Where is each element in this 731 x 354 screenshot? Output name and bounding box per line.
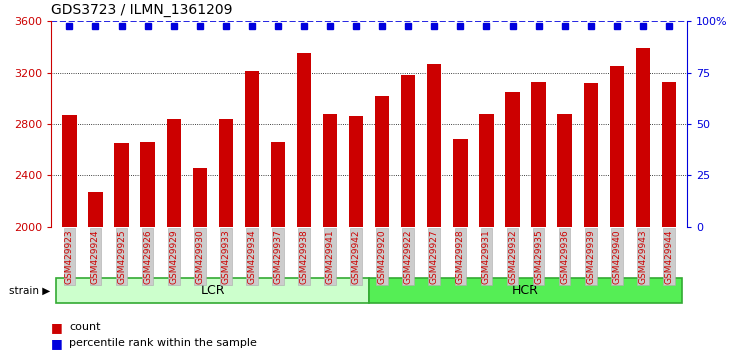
Text: strain ▶: strain ▶ <box>10 285 50 295</box>
Bar <box>369 278 682 303</box>
Bar <box>610 66 624 354</box>
Text: GSM429923: GSM429923 <box>65 229 74 284</box>
Text: GSM429929: GSM429929 <box>169 229 178 284</box>
Bar <box>297 53 311 354</box>
Text: GSM429937: GSM429937 <box>273 229 282 284</box>
Bar <box>219 119 233 354</box>
Text: GSM429931: GSM429931 <box>482 229 491 284</box>
Text: LCR: LCR <box>200 284 225 297</box>
Bar <box>140 142 155 354</box>
Text: percentile rank within the sample: percentile rank within the sample <box>69 338 257 348</box>
Bar <box>375 96 390 354</box>
Bar <box>505 92 520 354</box>
Bar <box>323 114 337 354</box>
Text: GSM429944: GSM429944 <box>664 229 673 284</box>
Bar <box>349 116 363 354</box>
Text: HCR: HCR <box>512 284 539 297</box>
Text: GSM429938: GSM429938 <box>300 229 308 284</box>
Text: count: count <box>69 322 101 332</box>
Bar <box>270 142 285 354</box>
Text: GSM429943: GSM429943 <box>638 229 648 284</box>
Bar <box>114 143 129 354</box>
Text: GSM429936: GSM429936 <box>560 229 569 284</box>
Bar <box>662 81 676 354</box>
Text: GSM429934: GSM429934 <box>247 229 257 284</box>
Bar <box>480 114 493 354</box>
Text: GSM429932: GSM429932 <box>508 229 517 284</box>
Bar <box>427 64 442 354</box>
Bar <box>453 139 468 354</box>
Text: ■: ■ <box>51 321 67 334</box>
Bar <box>583 83 598 354</box>
Bar <box>56 278 369 303</box>
Text: GSM429927: GSM429927 <box>430 229 439 284</box>
Bar <box>401 75 415 354</box>
Text: GSM429928: GSM429928 <box>456 229 465 284</box>
Text: GSM429925: GSM429925 <box>117 229 126 284</box>
Bar <box>88 192 102 354</box>
Text: GSM429924: GSM429924 <box>91 229 100 284</box>
Bar <box>62 115 77 354</box>
Text: GSM429935: GSM429935 <box>534 229 543 284</box>
Bar <box>558 114 572 354</box>
Text: GSM429926: GSM429926 <box>143 229 152 284</box>
Bar <box>531 81 546 354</box>
Text: GSM429933: GSM429933 <box>221 229 230 284</box>
Bar <box>192 167 207 354</box>
Text: GSM429940: GSM429940 <box>613 229 621 284</box>
Bar <box>167 119 181 354</box>
Bar <box>636 48 650 354</box>
Bar <box>245 71 259 354</box>
Text: ■: ■ <box>51 337 67 350</box>
Text: GSM429930: GSM429930 <box>195 229 204 284</box>
Text: GSM429942: GSM429942 <box>352 229 360 284</box>
Text: GSM429922: GSM429922 <box>404 229 413 284</box>
Text: GSM429920: GSM429920 <box>378 229 387 284</box>
Text: GSM429941: GSM429941 <box>325 229 335 284</box>
Text: GDS3723 / ILMN_1361209: GDS3723 / ILMN_1361209 <box>51 4 232 17</box>
Text: GSM429939: GSM429939 <box>586 229 595 284</box>
